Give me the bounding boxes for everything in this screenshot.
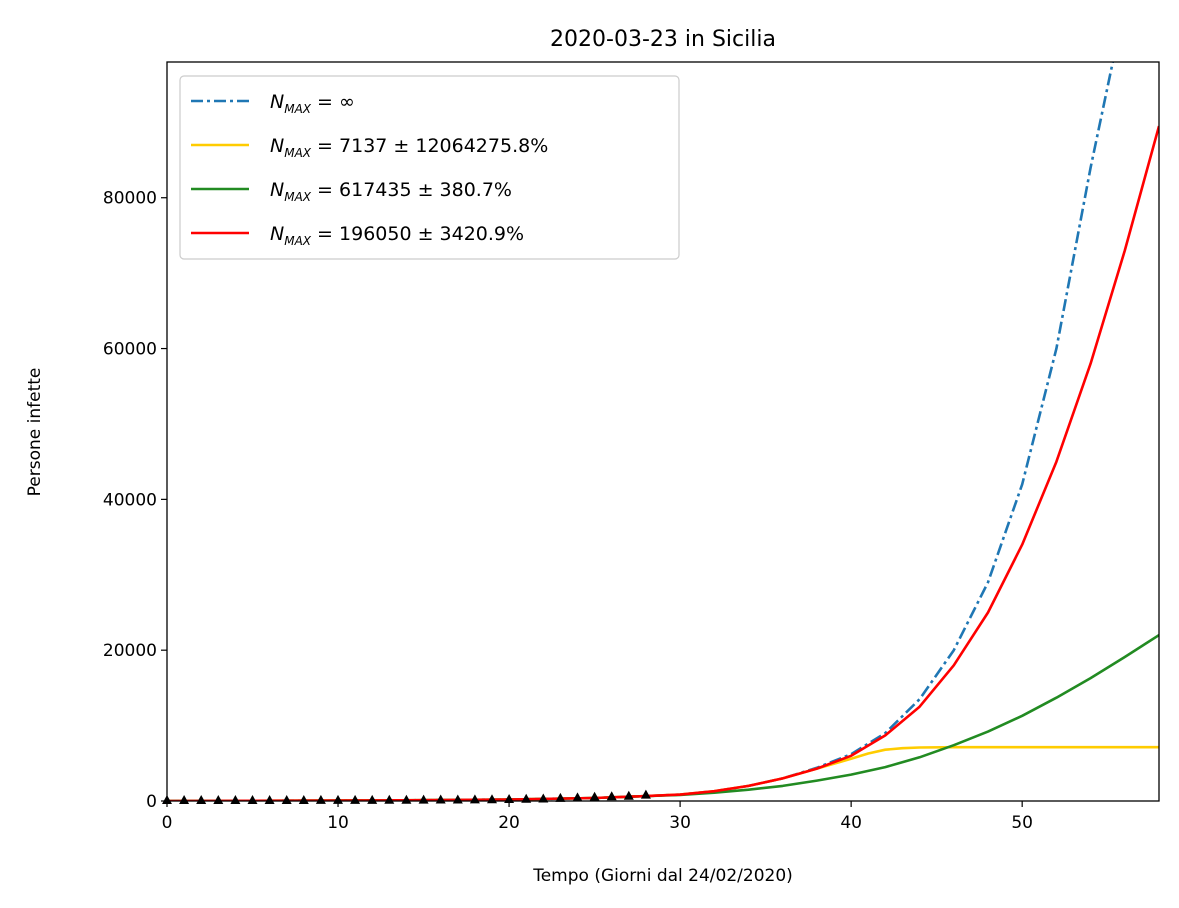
y-tick-label: 0 (146, 792, 157, 812)
legend-frame (179, 75, 680, 260)
legend-label-4: NMAX = 196050 ± 3420.9% (270, 223, 524, 248)
observed-point (179, 795, 190, 804)
observed-point (572, 792, 583, 802)
observed-point (247, 795, 258, 804)
axes: 0 10 20 30 40 50 0 20000 40000 60000 80000 (103, 61, 1160, 833)
observed-point (555, 792, 566, 802)
series-line-4 (167, 125, 1159, 801)
x-tick-label: 40 (840, 813, 862, 833)
x-tick-label: 30 (669, 813, 691, 833)
legend-label-2: NMAX = 7137 ± 12064275.8% (270, 135, 548, 160)
x-tick-label: 0 (162, 813, 173, 833)
x-axis-label: Tempo (Giorni dal 24/02/2020) (532, 866, 793, 886)
y-tick-label: 60000 (103, 340, 157, 360)
observed-point (350, 794, 361, 804)
observed-point (589, 791, 600, 801)
y-tick-label: 80000 (103, 189, 157, 209)
observed-point (333, 794, 343, 804)
observed-point (623, 790, 634, 800)
x-tick-label: 20 (498, 813, 520, 833)
y-axis-label: Persone infette (25, 368, 45, 497)
observed-point (230, 795, 241, 804)
observed-point (367, 794, 378, 804)
x-tick-label: 10 (327, 813, 349, 833)
plot-frame (166, 61, 1160, 802)
legend-label-1: NMAX = ∞ (270, 91, 355, 116)
observed-point (606, 791, 617, 801)
y-tick-label: 20000 (103, 641, 157, 661)
chart-title: 2020-03-23 in Sicilia (550, 27, 776, 52)
series-group (167, 62, 1159, 801)
x-tick-label: 50 (1011, 813, 1033, 833)
legend-label-3: NMAX = 617435 ± 380.7% (270, 179, 512, 204)
observed-point (640, 789, 651, 799)
observed-point (213, 795, 224, 804)
observed-point (281, 795, 292, 804)
observed-point (538, 793, 549, 803)
observed-point (196, 795, 207, 804)
y-tick-label: 40000 (103, 490, 157, 510)
observed-point (298, 795, 309, 804)
legend: NMAX = ∞ NMAX = 7137 ± 12064275.8% NMAX = … (179, 75, 680, 260)
observed-point (264, 795, 275, 804)
observed-point (315, 794, 326, 804)
plot-area (162, 62, 1159, 804)
